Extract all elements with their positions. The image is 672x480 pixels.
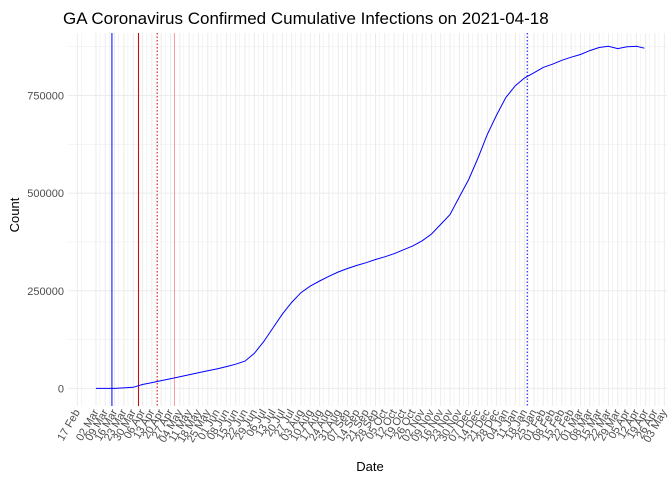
grid-minor bbox=[68, 33, 667, 406]
series-group bbox=[96, 45, 645, 389]
y-tick-label: 750000 bbox=[27, 90, 64, 102]
grid-major bbox=[68, 33, 667, 406]
y-tick-label: 500000 bbox=[27, 188, 64, 200]
y-axis-title: Count bbox=[7, 197, 22, 232]
y-tick-label: 0 bbox=[58, 383, 64, 395]
x-axis-title: Date bbox=[356, 459, 383, 474]
y-axis-ticks: 0 250000 500000 750000 bbox=[27, 90, 64, 395]
series-line bbox=[96, 45, 645, 389]
reference-lines bbox=[111, 33, 528, 406]
y-tick-label: 250000 bbox=[27, 286, 64, 298]
chart-title: GA Coronavirus Confirmed Cumulative Infe… bbox=[63, 9, 549, 28]
